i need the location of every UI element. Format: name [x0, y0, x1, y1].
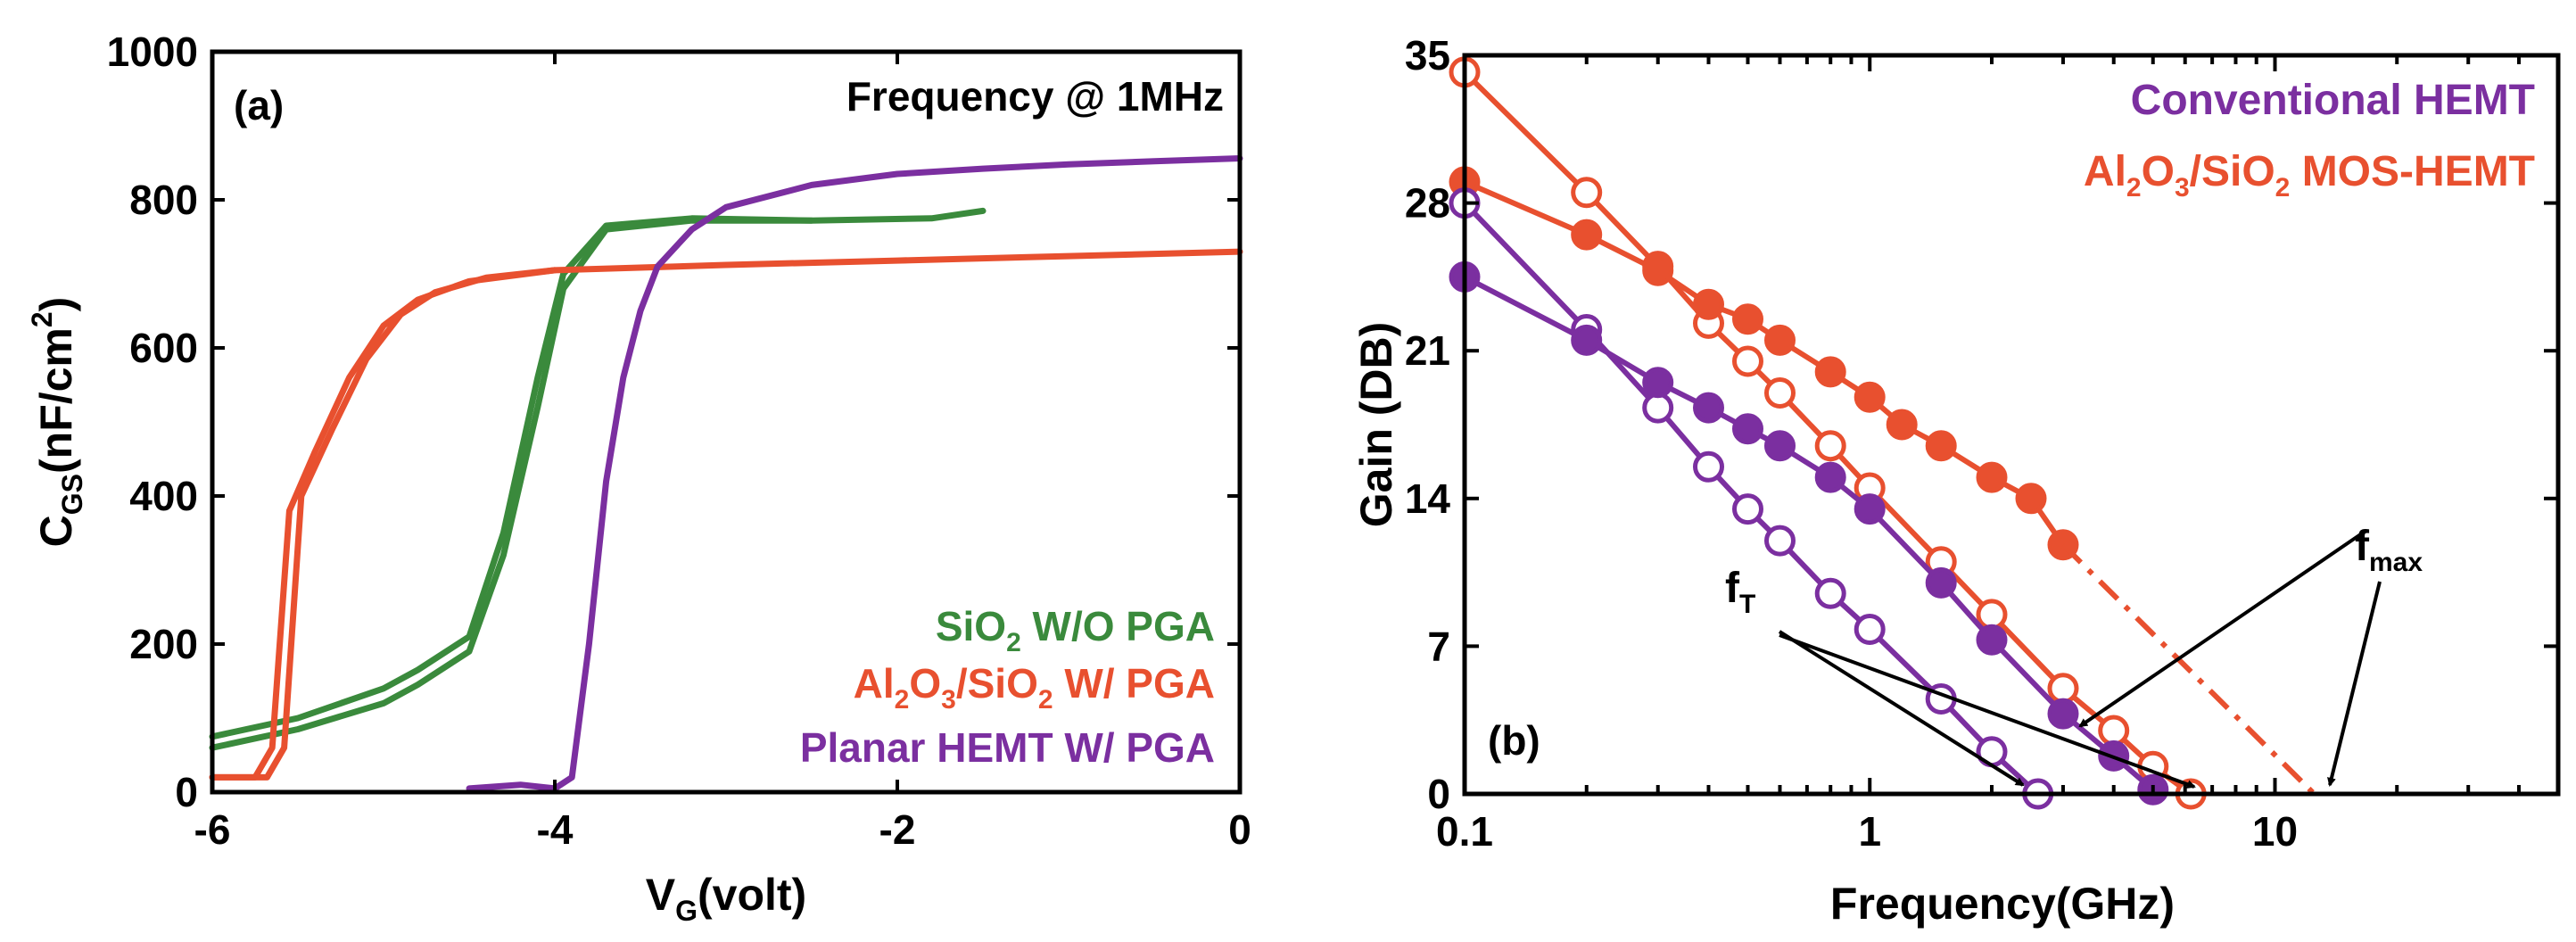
panel-a-series-line-3: [209, 267, 558, 781]
panel-a-series-line-4: [466, 155, 1243, 792]
panel-b-point-1-8: [1886, 409, 1918, 441]
panel-a-ytick-label: 800: [129, 177, 198, 223]
panel-a-label: (a): [234, 82, 284, 128]
panel-a-ytick-label: 600: [129, 325, 198, 371]
panel-b-xlabel: Frequency(GHz): [1830, 879, 2175, 929]
panel-a-xlabel: VG(volt): [646, 870, 806, 927]
panel-b-point-1-9: [1925, 430, 1957, 462]
panel-a-series: [209, 155, 1243, 792]
panel-b-point-4-4: [1732, 413, 1763, 445]
panel-b-xtick-label: 1: [1858, 808, 1881, 855]
panel-b-ytick-label: 0: [1427, 771, 1450, 817]
panel-a-annotation: Frequency @ 1MHz: [846, 73, 1224, 120]
panel-a-series-line-1: [209, 217, 815, 751]
panel-b-point-0-10: [2047, 673, 2079, 705]
panel-b-point-3-2: [1642, 392, 1674, 424]
legend-mos-hemt: Al2O3/SiO2 MOS-HEMT: [2084, 148, 2535, 202]
panel-b: 0.1 1 10 0 7 14 21 28 35 (b) Frequency(GHz) Gain…: [1351, 32, 2561, 929]
panel-a: -6 -4 -2 0 0 200 400 600 800 1000 (a) Frequency @…: [26, 29, 1251, 927]
panel-a-xtick-label: -4: [537, 806, 574, 853]
panel-a-legend: SiO2 W/O PGA Al2O3/SiO2 W/ PGA Planar HE…: [800, 603, 1215, 771]
panel-b-point-3-4: [1732, 493, 1763, 525]
panel-a-xtick-label: -2: [879, 806, 916, 853]
arrow-ft-1: [1778, 630, 2025, 787]
panel-b-point-1-2: [1642, 254, 1674, 286]
panel-b-ytick-label: 35: [1405, 32, 1450, 78]
panel-a-ytick-label: 1000: [107, 29, 198, 75]
panel-a-ytick-label: 0: [175, 769, 198, 815]
panel-b-ticks: 0.1 1 10 0 7 14 21 28 35: [1405, 32, 2558, 855]
panel-b-legend: Conventional HEMT Al2O3/SiO2 MOS-HEMT: [2084, 77, 2535, 202]
panel-b-point-1-11: [2015, 483, 2047, 515]
arrow-fmax-1: [2078, 532, 2364, 728]
panel-a-series-line-0: [209, 207, 987, 740]
panel-b-point-1-7: [1854, 381, 1886, 413]
panel-b-point-0-9: [1976, 599, 2008, 631]
panel-b-axes-frame: [1462, 53, 2561, 797]
panel-b-series-line-1: [1463, 179, 2066, 547]
panel-b-point-3-3: [1693, 450, 1724, 483]
panel-b-point-1-10: [1976, 461, 2008, 493]
panel-b-point-4-8: [1925, 566, 1957, 599]
panel-a-ytick-label: 200: [129, 621, 198, 667]
panel-b-point-0-4: [1732, 345, 1763, 377]
panel-b-point-0-1: [1571, 177, 1603, 209]
panel-b-series-line-2: [2060, 542, 2316, 797]
panel-b-ytick-label: 28: [1405, 180, 1450, 227]
annotation-ft: fT: [1725, 565, 1755, 619]
panel-a-xtick-label: 0: [1228, 806, 1251, 853]
panel-b-point-4-2: [1642, 367, 1674, 399]
panel-b-point-0-11: [2098, 715, 2130, 747]
panel-b-point-4-5: [1764, 430, 1796, 462]
panel-b-point-1-6: [1814, 356, 1846, 388]
legend-sio2-wo-pga: SiO2 W/O PGA: [936, 603, 1215, 657]
panel-b-point-1-5: [1764, 324, 1796, 356]
arrow-fmax-2: [2327, 581, 2382, 787]
panel-b-point-4-7: [1854, 493, 1886, 525]
panel-b-label: (b): [1488, 717, 1540, 764]
panel-b-point-4-3: [1693, 392, 1724, 424]
panel-b-ytick-label: 14: [1405, 475, 1451, 522]
panel-b-point-3-7: [1854, 614, 1886, 645]
panel-b-point-1-1: [1571, 219, 1603, 251]
panel-b-ytick-label: 21: [1405, 327, 1450, 374]
panel-b-point-3-6: [1814, 577, 1846, 609]
panel-b-point-4-10: [2047, 698, 2079, 730]
panel-a-xtick-label: -6: [194, 806, 231, 853]
arrow-ft-2: [1779, 633, 2196, 789]
panel-b-point-3-5: [1764, 525, 1796, 557]
legend-conventional-hemt: Conventional HEMT: [2131, 77, 2535, 124]
panel-a-ylabel: CGS(nF/cm2): [26, 297, 88, 548]
panel-b-point-4-1: [1571, 324, 1603, 356]
panel-b-point-1-3: [1693, 288, 1724, 320]
panel-b-point-4-6: [1814, 461, 1846, 493]
annotation-fmax: fmax: [2355, 523, 2423, 577]
panel-b-point-0-6: [1814, 430, 1846, 462]
panel-a-ytick-label: 400: [129, 473, 198, 519]
panel-a-ticks: -6 -4 -2 0 0 200 400 600 800 1000: [107, 29, 1251, 853]
panel-a-axes-frame: [210, 49, 1243, 795]
legend-al2o3-sio2-w-pga: Al2O3/SiO2 W/ PGA: [854, 660, 1215, 715]
panel-b-xtick-label: 0.1: [1436, 808, 1493, 855]
panel-b-ylabel: Gain (DB): [1351, 322, 1401, 528]
panel-b-point-4-9: [1976, 624, 2008, 656]
legend-planar-hemt: Planar HEMT W/ PGA: [800, 724, 1215, 771]
panel-b-annotations: fT fmax: [1725, 523, 2423, 789]
panel-b-point-0-5: [1764, 377, 1796, 409]
panel-b-xtick-label: 10: [2252, 808, 2298, 855]
panel-b-ytick-label: 7: [1427, 623, 1450, 669]
panel-b-point-1-4: [1732, 303, 1763, 335]
